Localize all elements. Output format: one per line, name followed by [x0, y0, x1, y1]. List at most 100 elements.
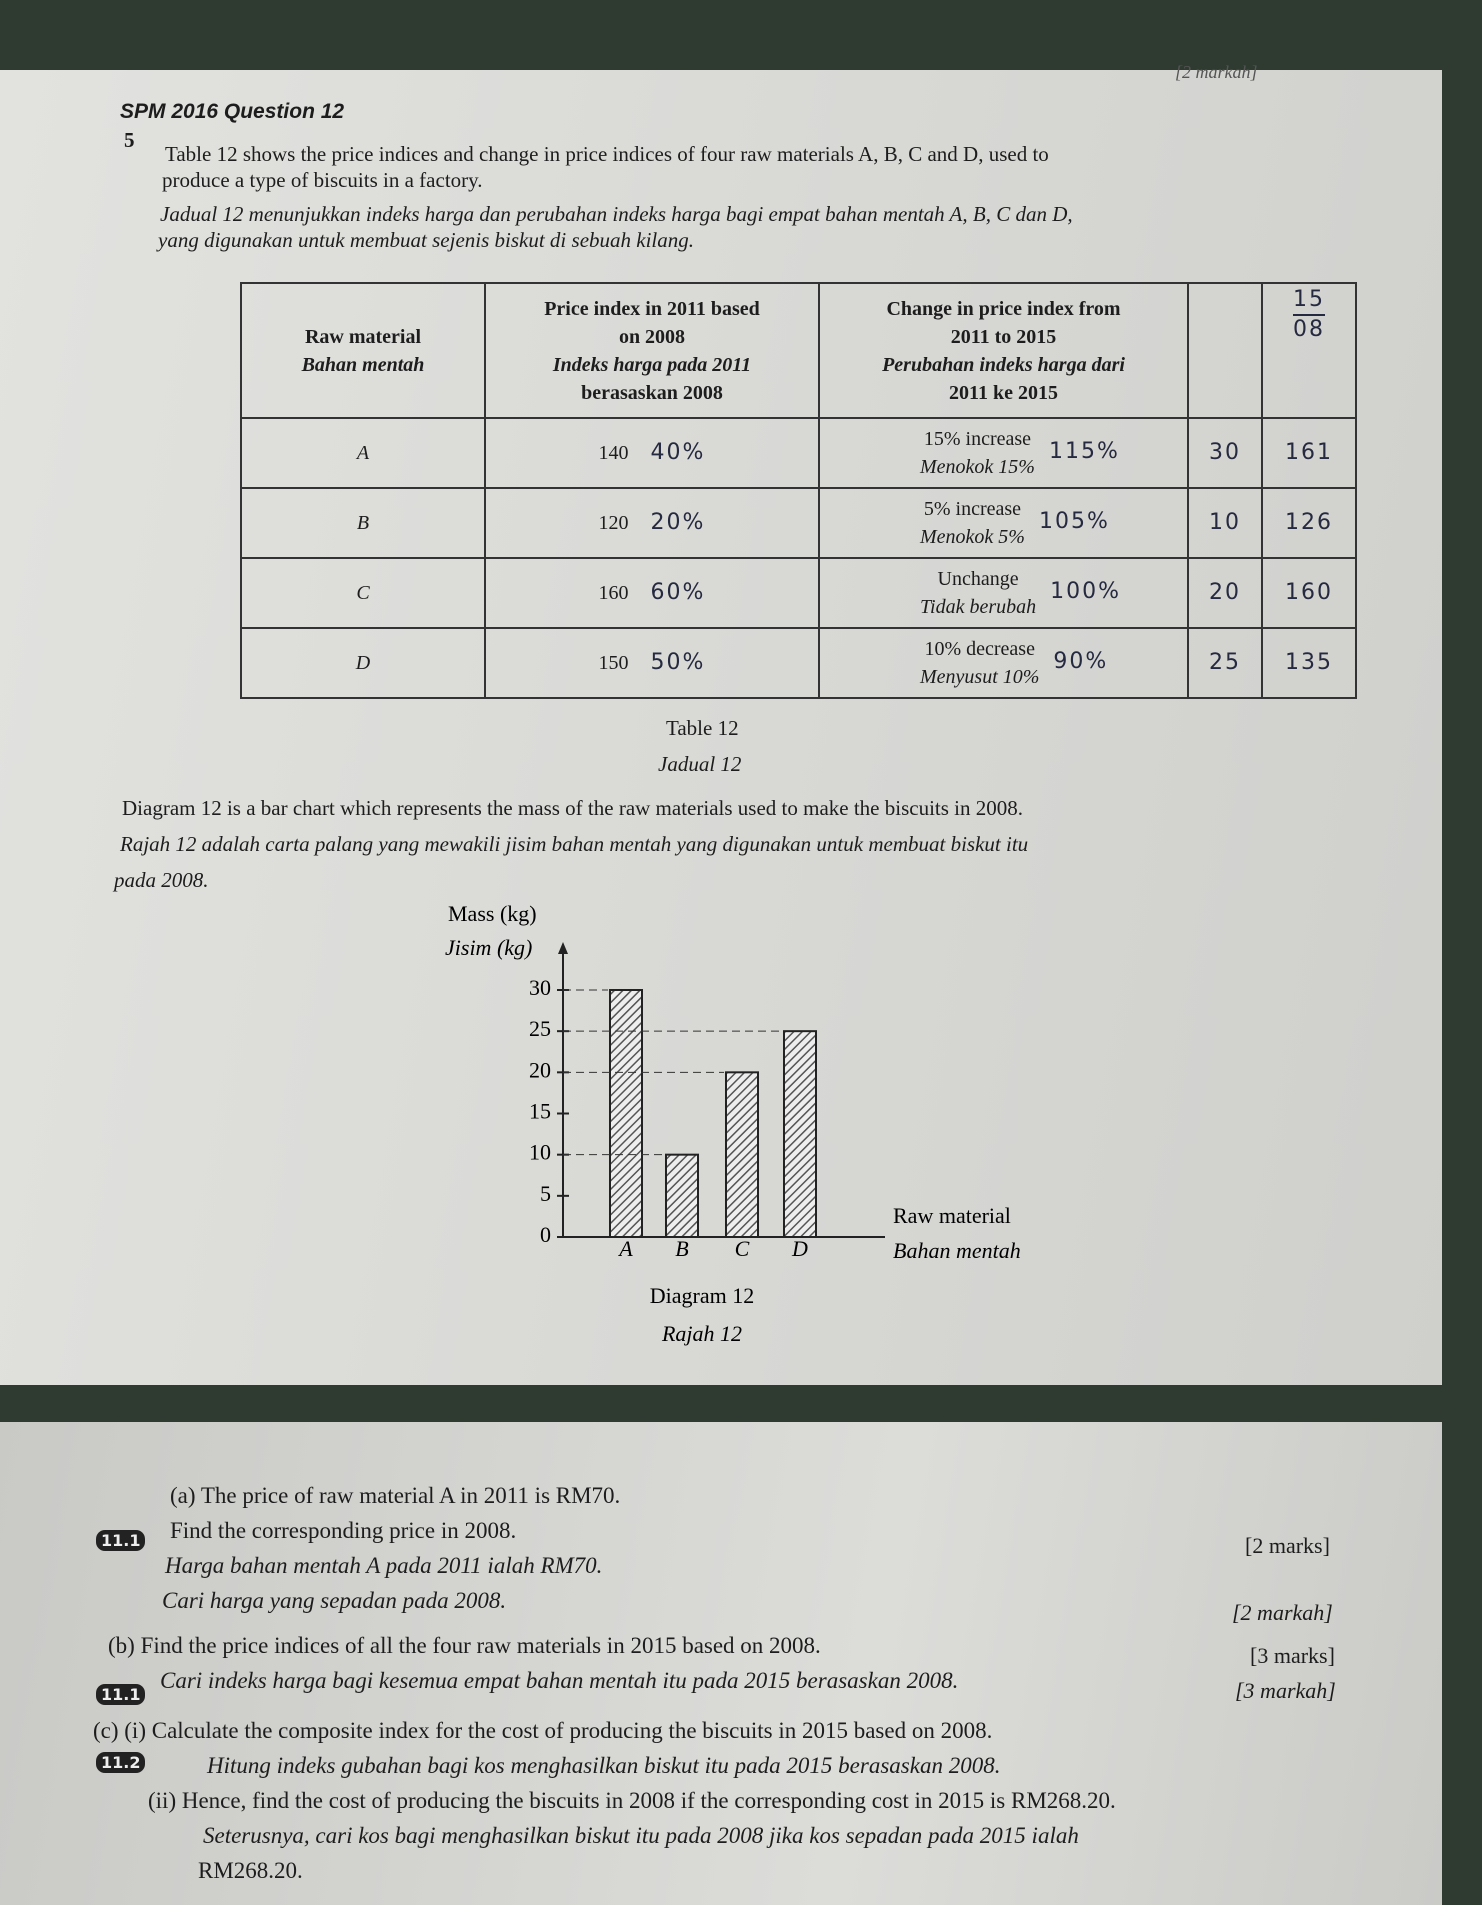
- handwritten: 160: [1261, 557, 1357, 629]
- cell-text: 160: [598, 582, 629, 604]
- topic-tag: 11.1: [96, 1530, 146, 1551]
- cell: Indeks harga pada 2011: [552, 353, 752, 376]
- question-text: (c) (i) Calculate the composite index fo…: [93, 1718, 993, 1743]
- y-label: Jisim (kg): [445, 935, 532, 960]
- row: B 120 20% 5% increase Menokok 5% 105% 10 126: [240, 487, 1357, 559]
- cell-text: 120: [598, 512, 629, 534]
- cell: 120 20%: [484, 487, 820, 559]
- x-tick-label: C: [735, 1236, 750, 1261]
- cell-text: 15% increase: [923, 428, 1032, 450]
- bar: [725, 1071, 759, 1239]
- question-text: (a) The price of raw material A in 2011 …: [170, 1483, 621, 1508]
- cell: 150 50%: [484, 627, 820, 699]
- cell: Price index in 2011 based: [544, 297, 760, 320]
- handwritten: 08: [1293, 317, 1325, 342]
- handwritten: 115%: [1048, 438, 1120, 464]
- handwritten: 50%: [650, 650, 706, 675]
- caption: Diagram 12: [650, 1283, 754, 1308]
- question-text: Find the corresponding price in 2008.: [170, 1518, 517, 1543]
- handwritten: 30: [1187, 417, 1263, 489]
- topic-tag: 11.2: [96, 1752, 146, 1773]
- handwritten: 126: [1261, 487, 1357, 559]
- handwritten: 20%: [650, 510, 706, 535]
- marks: [3 marks]: [1250, 1643, 1335, 1668]
- intro-ms: Jadual 12 menunjukkan indeks harga dan p…: [160, 202, 1073, 226]
- question-text: Cari harga yang sepadan pada 2008.: [162, 1588, 507, 1613]
- y-tick-label: 10: [529, 1140, 551, 1165]
- y-tick-label: 15: [529, 1099, 551, 1124]
- cell: 2011 to 2015: [950, 325, 1057, 348]
- paragraph: pada 2008.: [114, 868, 209, 892]
- marks: [2 markah]: [1175, 62, 1258, 82]
- intro: Table 12 shows the price indices and cha…: [165, 142, 1049, 166]
- caption: Jadual 12: [658, 752, 742, 776]
- x-label: Raw material: [893, 1203, 1011, 1228]
- q-number: 5: [124, 128, 135, 152]
- cell: Change in price index from: [886, 297, 1121, 320]
- question-text: Seterusnya, cari kos bagi menghasilkan b…: [203, 1823, 1079, 1848]
- handwritten: 135: [1261, 627, 1357, 699]
- handwritten: 25: [1187, 627, 1263, 699]
- cell: Unchange Tidak berubah 100%: [818, 557, 1189, 629]
- row: D 150 50% 10% decrease Menyusut 10% 90% 25 135: [240, 627, 1357, 699]
- cell-text: 150: [598, 652, 629, 674]
- handwritten: 60%: [650, 580, 706, 605]
- cell: 140 40%: [484, 417, 820, 489]
- x-tick-label: A: [617, 1236, 633, 1261]
- cell: berasaskan 2008: [581, 381, 723, 404]
- title: SPM 2016 Question 12: [120, 100, 345, 123]
- y-label: Mass (kg): [448, 901, 537, 926]
- cell: D: [240, 627, 486, 699]
- cell-stack: 10% decrease Menyusut 10%: [920, 635, 1039, 691]
- cell: A: [240, 417, 486, 489]
- y-tick-label: 5: [540, 1181, 551, 1206]
- page-bottom: [0, 1422, 1442, 1905]
- cell-text: Menyusut 10%: [920, 666, 1040, 688]
- cell: 5% increase Menokok 5% 105%: [818, 487, 1189, 559]
- cell: 2011 ke 2015: [949, 381, 1058, 404]
- marks: [2 marks]: [1245, 1533, 1330, 1558]
- row: C 160 60% Unchange Tidak berubah 100% 20 160: [240, 557, 1357, 629]
- row: A 140 40% 15% increase Menokok 15% 115% 30 161: [240, 417, 1357, 489]
- cell-text: Menokok 15%: [920, 456, 1035, 478]
- cell-stack: 15% increase Menokok 15%: [920, 425, 1035, 481]
- topic-tag: 11.1: [96, 1684, 146, 1705]
- y-arrow: [558, 942, 568, 954]
- x-label: Bahan mentah: [893, 1238, 1021, 1263]
- x-tick-label: B: [675, 1236, 688, 1261]
- cell: 10% decrease Menyusut 10% 90%: [818, 627, 1189, 699]
- question-text: Cari indeks harga bagi kesemua empat bah…: [160, 1668, 959, 1693]
- cell-text: 10% decrease: [924, 638, 1035, 660]
- question-text: Harga bahan mentah A pada 2011 ialah RM7…: [165, 1553, 603, 1578]
- cell-text: Tidak berubah: [920, 596, 1037, 618]
- handwritten: 10: [1187, 487, 1263, 559]
- handwritten: 100%: [1050, 578, 1122, 604]
- bar: [609, 989, 643, 1238]
- bar: [665, 1153, 699, 1238]
- question-text: (b) Find the price indices of all the fo…: [108, 1633, 821, 1658]
- paragraph: Rajah 12 adalah carta palang yang mewaki…: [120, 832, 1029, 856]
- cell: Raw material: [304, 325, 422, 348]
- cell-stack: Unchange Tidak berubah: [920, 565, 1036, 621]
- cell-text: Menokok 5%: [920, 526, 1025, 548]
- cell: C: [240, 557, 486, 629]
- cell: 160 60%: [484, 557, 820, 629]
- cell: B: [240, 487, 486, 559]
- cell-text: 140: [598, 442, 629, 464]
- handwritten: 40%: [650, 440, 706, 465]
- data-table: Raw material Bahan mentah Price index in …: [240, 282, 1357, 699]
- intro: produce a type of biscuits in a factory.: [162, 168, 483, 192]
- cell-stack: 5% increase Menokok 5%: [920, 495, 1025, 551]
- y-tick-label: 30: [529, 975, 551, 1000]
- x-tick-label: D: [791, 1236, 808, 1261]
- cell: Perubahan indeks harga dari: [882, 353, 1125, 376]
- handwritten: 15: [1293, 286, 1325, 316]
- cell: Bahan mentah: [301, 353, 425, 376]
- cell: 15% increase Menokok 15% 115%: [818, 417, 1189, 489]
- paragraph: Diagram 12 is a bar chart which represen…: [122, 796, 1023, 820]
- handwritten: 161: [1261, 417, 1357, 489]
- cell-text: Unchange: [937, 568, 1019, 590]
- question-text: Hitung indeks gubahan bagi kos menghasil…: [207, 1753, 1001, 1778]
- caption: Table 12: [666, 716, 739, 740]
